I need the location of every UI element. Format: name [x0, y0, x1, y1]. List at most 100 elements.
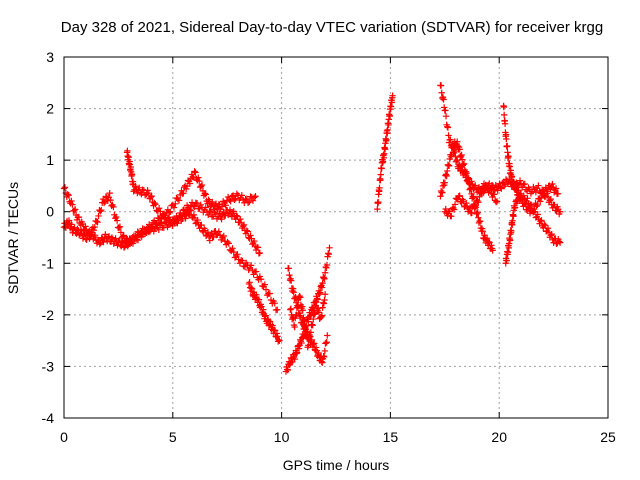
series-arc-c [123, 147, 264, 257]
data-point [475, 184, 483, 191]
data-point [296, 292, 303, 300]
data-point [193, 200, 201, 207]
y-tick-label: -4 [42, 410, 55, 426]
data-point [537, 217, 544, 225]
data-point [266, 290, 273, 297]
data-point [442, 107, 449, 114]
data-point [465, 205, 473, 213]
data-point [538, 217, 545, 224]
data-point [320, 300, 328, 307]
data-point [307, 329, 315, 336]
data-point [167, 208, 174, 215]
data-point [85, 228, 92, 236]
data-point [157, 218, 164, 226]
gridlines [64, 57, 608, 418]
data-point [216, 210, 223, 217]
data-point [383, 136, 390, 144]
data-point [380, 150, 388, 157]
data-point [479, 228, 486, 235]
data-point [229, 245, 236, 252]
data-point [437, 193, 444, 200]
data-point [106, 189, 113, 197]
data-point [301, 323, 308, 330]
data-point [503, 135, 510, 143]
data-point [68, 221, 75, 228]
data-point [119, 233, 126, 240]
data-point [102, 193, 110, 200]
data-point [321, 296, 328, 304]
series-arc-l [502, 180, 562, 267]
data-point [255, 296, 263, 303]
data-point [287, 306, 294, 313]
data-point [120, 232, 127, 239]
data-point [524, 195, 531, 202]
data-point [197, 183, 205, 190]
data-point [238, 192, 246, 199]
data-point [147, 193, 154, 201]
data-point [444, 161, 452, 168]
data-point [321, 347, 329, 355]
data-point [266, 318, 274, 325]
data-point [90, 226, 98, 234]
data-point [521, 200, 528, 207]
data-point [98, 206, 105, 214]
data-point [233, 212, 240, 219]
data-point [240, 262, 247, 270]
data-point [454, 138, 461, 145]
data-point [105, 233, 113, 240]
data-point [191, 168, 198, 175]
data-point [456, 146, 463, 153]
data-point [556, 208, 564, 215]
data-point [175, 217, 182, 224]
data-point [152, 201, 159, 208]
data-point [123, 235, 130, 242]
data-point [289, 285, 297, 292]
data-point [500, 111, 508, 119]
data-point [178, 212, 186, 220]
data-point [295, 345, 303, 352]
data-point [319, 304, 326, 311]
y-tick-label: -3 [42, 358, 55, 374]
data-point [548, 230, 555, 238]
data-point [198, 181, 206, 189]
data-point [488, 242, 495, 249]
data-point [112, 235, 119, 242]
data-point [385, 121, 392, 129]
data-point [154, 214, 162, 222]
data-point [487, 184, 494, 192]
data-point [389, 92, 396, 99]
data-point [101, 198, 109, 205]
data-point [251, 194, 258, 201]
data-point [314, 296, 321, 303]
data-point [492, 198, 500, 206]
data-point [539, 190, 547, 198]
data-point [546, 197, 554, 204]
data-point [192, 169, 199, 176]
data-point [100, 199, 108, 207]
data-point [125, 241, 132, 248]
data-point [202, 204, 209, 211]
data-point [271, 300, 278, 307]
data-point [287, 305, 295, 313]
data-point [505, 240, 513, 247]
data-point [185, 210, 192, 218]
data-point [451, 147, 458, 155]
data-point [190, 211, 198, 219]
data-point [219, 198, 227, 205]
data-point [115, 224, 123, 232]
y-tick-label: 3 [46, 49, 54, 65]
x-axis-label: GPS time / hours [283, 457, 390, 473]
data-point [491, 191, 498, 198]
data-point [234, 251, 241, 258]
data-point [503, 257, 510, 264]
data-point [511, 204, 519, 211]
data-point [445, 132, 452, 139]
series-arc-m [441, 180, 501, 220]
data-point [541, 221, 548, 228]
data-point [532, 189, 540, 196]
y-tick-label: 2 [46, 101, 54, 117]
data-point [379, 158, 387, 165]
data-point [226, 206, 234, 213]
data-point [269, 322, 276, 329]
